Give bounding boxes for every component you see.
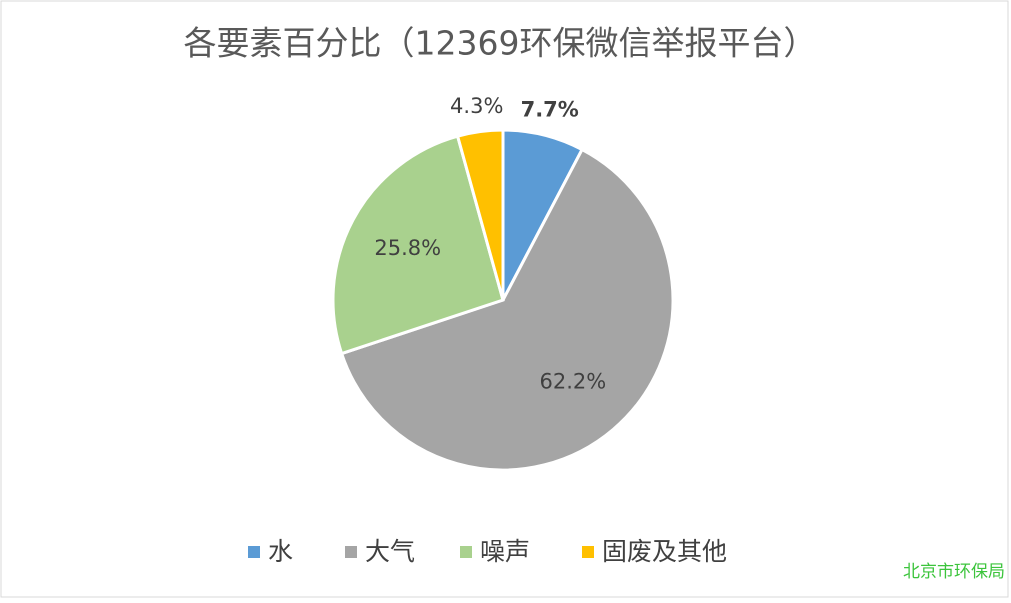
pie-slice: [455, 128, 505, 301]
data-label: 4.3%: [450, 94, 503, 118]
legend-swatch: [460, 546, 472, 558]
watermark: 北京市环保局: [903, 562, 1005, 582]
legend-swatch: [345, 546, 357, 558]
legend-label: 固废及其他: [602, 537, 727, 566]
pie-slice: [331, 134, 505, 356]
data-label: 62.2%: [540, 369, 607, 393]
chart-title: 各要素百分比（12369环保微信举报平台）: [184, 24, 817, 63]
legend-label: 噪声: [480, 537, 530, 566]
data-label: 7.7%: [521, 98, 579, 122]
data-label: 25.8%: [374, 236, 441, 260]
legend-swatch: [582, 546, 594, 558]
legend-label: 大气: [365, 537, 415, 566]
pie-slice: [339, 147, 675, 472]
legend-swatch: [248, 546, 260, 558]
legend-label: 水: [268, 537, 293, 566]
